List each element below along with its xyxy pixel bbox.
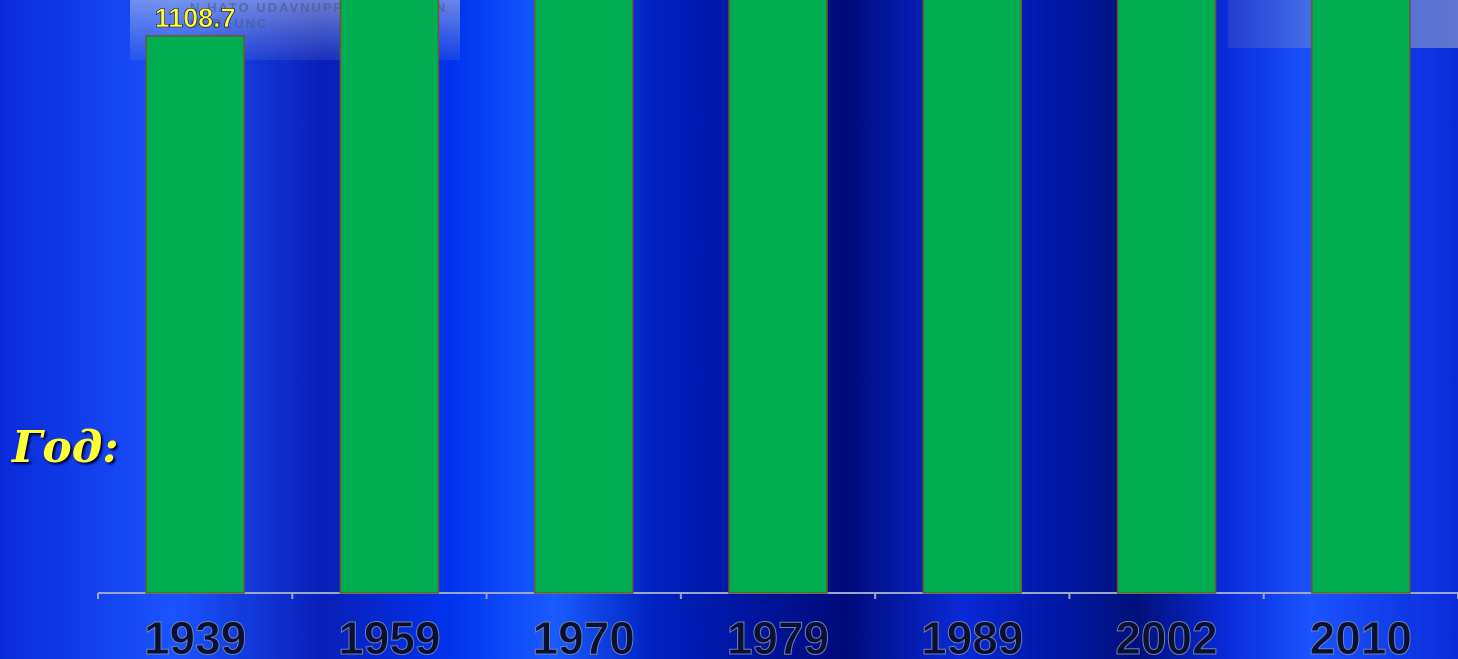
- bar-2010: [1311, 0, 1411, 594]
- bar-1959: [339, 0, 440, 594]
- bar-1970: [533, 0, 634, 594]
- x-tick-label-1979: 1979: [727, 612, 829, 659]
- bar-1979: [728, 0, 828, 594]
- x-tick-label-2010: 2010: [1310, 612, 1412, 659]
- bar-1939: [145, 35, 245, 594]
- x-tick-label-1939: 1939: [144, 612, 246, 659]
- year-axis-label: Год:: [12, 422, 119, 473]
- bar-1989: [922, 0, 1023, 594]
- bar-2002: [1116, 0, 1217, 594]
- x-tick-label-1970: 1970: [533, 612, 635, 659]
- x-tick-label-2002: 2002: [1115, 612, 1217, 659]
- x-tick-label-1989: 1989: [921, 612, 1023, 659]
- data-label-1939: 1108.7: [155, 3, 236, 33]
- x-tick-label-1959: 1959: [338, 612, 440, 659]
